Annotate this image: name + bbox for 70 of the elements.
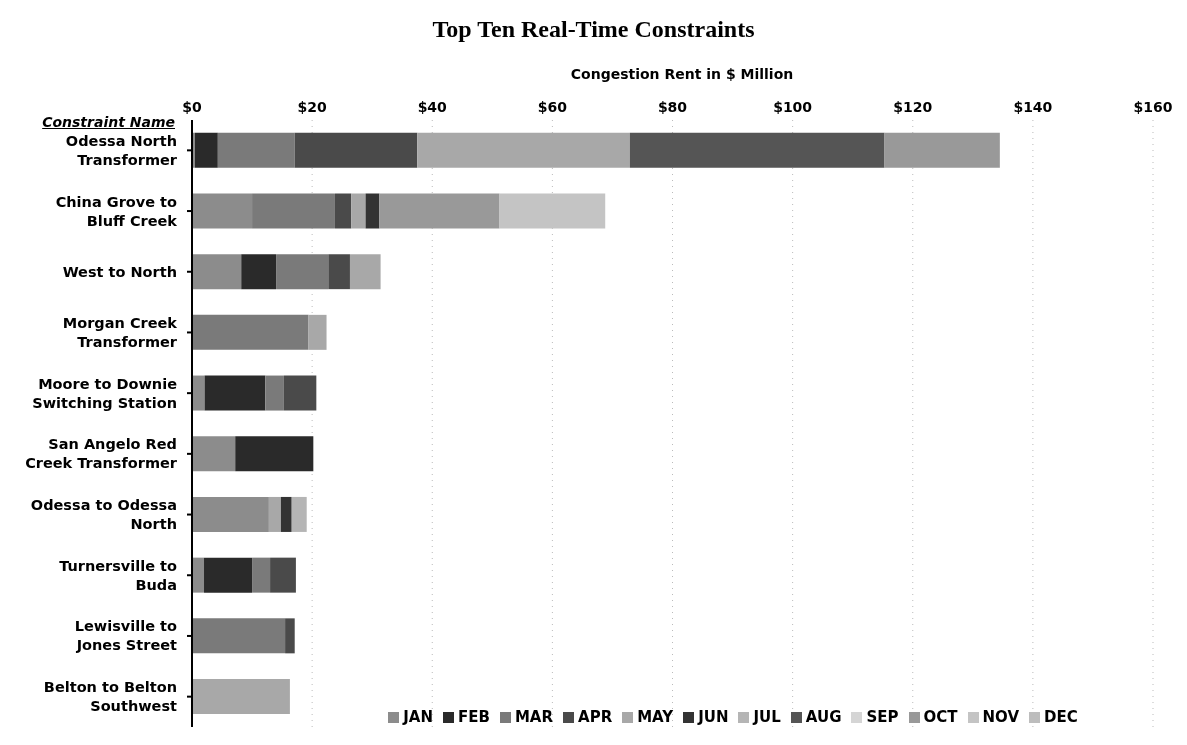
legend-label: OCT (923, 708, 958, 726)
x-tick-label: $40 (417, 99, 448, 115)
bar (285, 618, 295, 654)
bar (280, 496, 292, 532)
bar (283, 375, 317, 411)
legend-label: JUN (698, 708, 729, 726)
bar (192, 314, 309, 350)
legend-label: APR (578, 708, 613, 726)
x-tick-label: $80 (657, 99, 688, 115)
bar (192, 375, 205, 411)
bar (192, 496, 269, 532)
y-tick-label: Belton to Belton Southwest (43, 679, 178, 715)
chart-title: Top Ten Real-Time Constraints (431, 16, 756, 43)
y-tick-label: Turnersville to Buda (59, 557, 178, 593)
legend-label: SEP (866, 708, 899, 726)
bar (241, 254, 277, 290)
y-tick-label: China Grove to Bluff Creek (55, 193, 178, 229)
x-tick-label: $0 (182, 99, 202, 115)
bar (192, 557, 205, 593)
legend-label: DEC (1044, 708, 1078, 726)
y-tick-label: Odessa North Transformer (65, 132, 178, 168)
x-tick-label: $20 (297, 99, 327, 115)
y-tick-label: Lewisville to Jones Street (74, 618, 178, 654)
bar (379, 193, 500, 229)
legend-label: MAY (637, 708, 674, 726)
legend-label: JAN (403, 708, 433, 726)
bar (291, 496, 307, 532)
bar (192, 436, 236, 472)
x-tick-label: $160 (1133, 99, 1173, 115)
bar (268, 496, 281, 532)
bar (294, 132, 418, 168)
x-tick-label: $60 (537, 99, 568, 115)
bar (195, 132, 218, 168)
bar (270, 557, 296, 593)
bar (417, 132, 630, 168)
x-tick-label: $120 (893, 99, 933, 115)
y-tick-label: West to North (62, 263, 177, 280)
x-axis-title: Congestion Rent in $ Million (569, 66, 795, 82)
bar (365, 193, 380, 229)
bar (328, 254, 350, 290)
x-tick-label: $100 (773, 99, 813, 115)
legend-label: FEB (458, 708, 490, 726)
x-tick-label: $140 (1013, 99, 1053, 115)
bar (204, 375, 266, 411)
legend-label: MAR (514, 708, 554, 726)
bar (276, 254, 329, 290)
bar (235, 436, 314, 472)
y-axis-title: Constraint Name (41, 114, 175, 130)
bar (252, 557, 271, 593)
bar (252, 193, 335, 229)
bar (217, 132, 295, 168)
bar (192, 618, 286, 654)
bar (308, 314, 327, 350)
legend-label: AUG (805, 708, 842, 726)
legend-label: NOV (982, 708, 1020, 726)
y-tick-label: Morgan Creek Transformer (62, 314, 178, 350)
bar (351, 193, 366, 229)
bar (349, 254, 381, 290)
bar (334, 193, 352, 229)
bar (265, 375, 284, 411)
bar (192, 254, 242, 290)
y-tick-label: Moore to Downie Switching Station (32, 375, 178, 411)
legend-label: JUL (753, 708, 781, 726)
bar (629, 132, 885, 168)
bar (192, 193, 253, 229)
y-tick-label: San Angelo Red Creek Transformer (25, 436, 178, 472)
bar (884, 132, 1000, 168)
bar (204, 557, 253, 593)
y-tick-label: Odessa to Odessa North (30, 497, 177, 533)
bar (192, 679, 290, 715)
